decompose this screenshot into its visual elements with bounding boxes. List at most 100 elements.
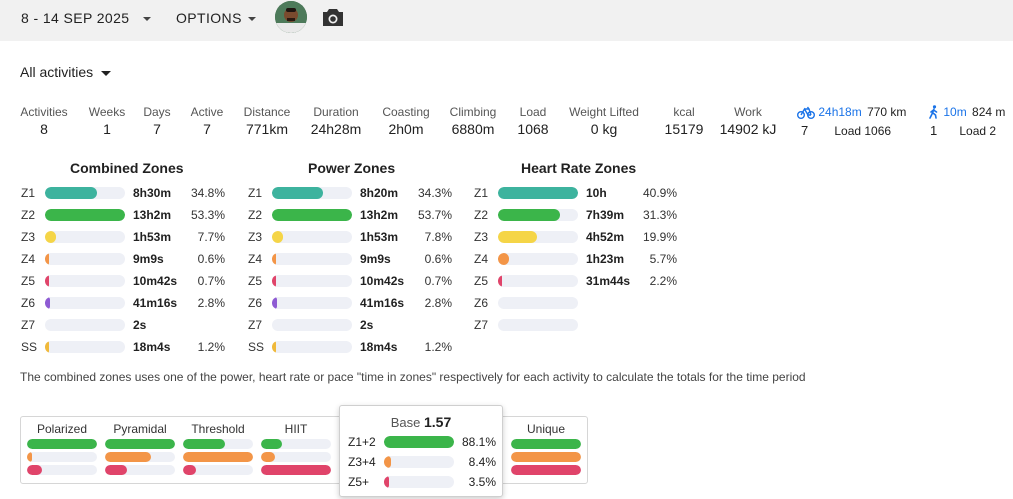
distribution-bar [105, 439, 175, 449]
activity-filter-label: All activities [20, 64, 94, 80]
base-value: 1.57 [424, 414, 452, 430]
stat-days: Days 7 [117, 105, 197, 137]
stat-label: Duration [313, 105, 359, 119]
distribution-bar [183, 439, 253, 449]
zone-percent: 34.3% [417, 186, 452, 200]
stat-value: 6880m [451, 121, 495, 137]
stat-label: Climbing [449, 105, 497, 119]
zone-percent: 2.2% [649, 274, 677, 288]
zone-bar-fill [272, 231, 284, 243]
ride-summary[interactable]: 24h18m 770 km 7 Load 1066 [797, 105, 906, 138]
walk-time: 10m [943, 105, 967, 119]
stat-label: Load [519, 105, 547, 119]
walk-icon [929, 105, 938, 119]
zone-row-hr-z6: Z6 [474, 295, 677, 311]
zone-label: SS [248, 340, 265, 354]
zone-percent: 40.9% [642, 186, 677, 200]
distribution-bar [27, 465, 97, 475]
base-row-bar-fill [384, 476, 389, 488]
zone-row-combined-z1: Z1 8h30m 34.8% [21, 185, 225, 201]
base-row: Z5+ 3.5% [348, 474, 496, 490]
distribution-threshold[interactable]: Threshold [179, 417, 257, 483]
zone-time: 31m44s [586, 274, 631, 288]
ride-distance: 770 km [867, 105, 907, 119]
zone-bar-fill [272, 209, 352, 221]
walk-count: 1 [930, 123, 938, 138]
distribution-pyramidal[interactable]: Pyramidal [101, 417, 179, 483]
zone-bar [498, 231, 578, 243]
zone-bar-fill [272, 187, 324, 199]
distribution-bar [27, 452, 97, 462]
zone-time: 9m9s [360, 252, 391, 266]
zone-bar-fill [498, 231, 538, 243]
base-row: Z3+4 8.4% [348, 454, 496, 470]
stat-work: Work 14902 kJ [708, 105, 788, 137]
distribution-unique[interactable]: Unique [507, 417, 585, 483]
distribution-name: Polarized [36, 422, 88, 436]
zone-row-power-z4: Z4 9m9s 0.6% [248, 251, 452, 267]
zone-time: 8h30m [133, 186, 172, 200]
base-distribution-popup: Base 1.57 Z1+2 88.1% Z3+4 8.4% Z5+ 3.5% [339, 405, 503, 497]
distribution-bar [183, 452, 253, 462]
walk-summary[interactable]: 10m 824 m 1 Load 2 [928, 105, 1005, 138]
distribution-bar-fill [511, 439, 581, 449]
distribution-polarized[interactable]: Polarized [23, 417, 101, 483]
base-row-bar [384, 436, 454, 448]
zone-row-hr-z4: Z4 1h23m 5.7% [474, 251, 677, 267]
avatar[interactable] [275, 1, 307, 33]
caret-down-icon [143, 17, 152, 22]
distribution-bar [511, 439, 581, 449]
zone-bar-fill [272, 297, 277, 309]
stat-label: Coasting [382, 105, 430, 119]
zone-time: 18m4s [360, 340, 398, 354]
zone-percent: 0.7% [424, 274, 452, 288]
zone-bar [45, 319, 125, 331]
zone-percent: 2.8% [197, 296, 225, 310]
stat-activities: Activities 8 [4, 105, 84, 137]
distribution-bar [105, 452, 175, 462]
distribution-bar [105, 465, 175, 475]
zones-note: The combined zones uses one of the power… [20, 370, 806, 384]
stat-value: 8 [40, 121, 48, 137]
zone-label: Z3 [21, 230, 36, 244]
activity-filter-dropdown[interactable]: All activities [20, 64, 112, 80]
zone-percent: 2.8% [424, 296, 452, 310]
zone-bar-fill [272, 341, 276, 353]
distribution-hiit[interactable]: HIIT [257, 417, 335, 483]
options-label: OPTIONS [176, 10, 242, 26]
camera-icon[interactable] [322, 7, 344, 27]
zone-bar [272, 275, 352, 287]
stat-climbing: Climbing 6880m [433, 105, 513, 137]
distribution-bar-fill [261, 465, 331, 475]
base-row-bar [384, 456, 454, 468]
options-menu[interactable]: OPTIONS [176, 10, 256, 26]
base-row-bar [384, 476, 454, 488]
zone-bar [272, 231, 352, 243]
zone-time: 10m42s [360, 274, 405, 288]
zone-row-combined-z7: Z7 2s [21, 317, 225, 333]
stat-distance: Distance 771km [227, 105, 307, 137]
distribution-bar-fill [27, 452, 32, 462]
zone-time: 1h53m [360, 230, 399, 244]
zone-bar-fill [45, 209, 125, 221]
distribution-bar [183, 465, 253, 475]
zone-label: Z7 [474, 318, 489, 332]
distribution-name: Pyramidal [113, 422, 167, 436]
base-row-label: Z5+ [348, 475, 370, 489]
zone-bar [272, 319, 352, 331]
distribution-bar-fill [511, 452, 581, 462]
zone-bar-fill [45, 253, 49, 265]
stat-label: Activities [20, 105, 68, 119]
date-range-label: 8 - 14 SEP 2025 [21, 10, 130, 26]
heart-rate-zones-title: Heart Rate Zones [521, 160, 637, 176]
date-range-selector[interactable]: 8 - 14 SEP 2025 [21, 10, 152, 26]
distribution-name: Threshold [191, 422, 245, 436]
distribution-name: HIIT [284, 422, 308, 436]
zone-time: 1h23m [586, 252, 625, 266]
zone-bar [45, 253, 125, 265]
zone-label: Z7 [21, 318, 36, 332]
distribution-bar-fill [27, 465, 43, 475]
zone-row-power-z3: Z3 1h53m 7.8% [248, 229, 452, 245]
stat-kcal: kcal 15179 [644, 105, 724, 137]
zone-time: 2s [133, 318, 147, 332]
